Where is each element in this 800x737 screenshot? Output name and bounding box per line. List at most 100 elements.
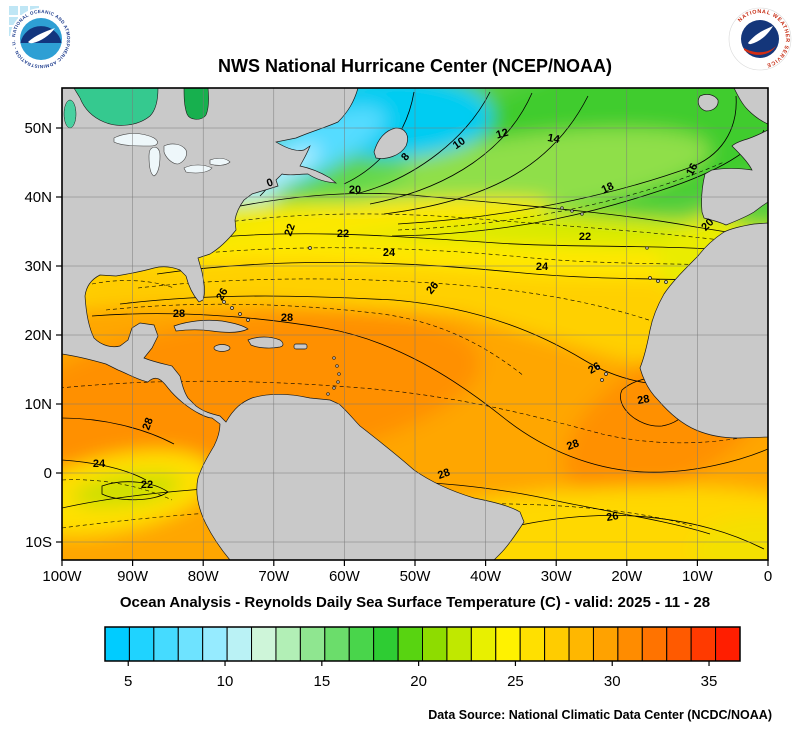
- colorbar: 5 10 15 20 25 30 35: [104, 626, 741, 690]
- colorbar-tick-label: 35: [701, 673, 718, 690]
- contour-label: 12: [495, 127, 510, 142]
- colorbar-segment: [470, 626, 497, 662]
- colorbar-segment: [104, 626, 130, 662]
- great-lakes: [113, 133, 231, 177]
- contour-label: 22: [579, 231, 591, 243]
- landmass-ireland: [697, 94, 719, 112]
- colorbar-segment: [299, 626, 326, 662]
- colorbar-segment: [568, 626, 594, 662]
- lat-label: 50N: [24, 120, 52, 137]
- lat-label: 10S: [25, 534, 52, 551]
- colorbar-segment: [544, 626, 570, 662]
- colorbar-tick-label: 25: [507, 673, 524, 690]
- landmass-hispaniola: [247, 336, 284, 349]
- nws-logo: NATIONAL WEATHER SERVICE: [728, 7, 792, 71]
- longitude-axis: 100W 90W 80W 70W 60W 50W 40W 30W 20W 10W 0: [42, 560, 772, 585]
- colorbar-segment: [348, 626, 375, 662]
- lake-winnipeg: [63, 99, 77, 129]
- lon-label: 20W: [611, 568, 643, 585]
- landmass-americas: [62, 88, 525, 560]
- colorbar-segment: [226, 626, 253, 662]
- colorbar-segment: [128, 626, 155, 662]
- colorbar-frame: [104, 626, 741, 662]
- colorbar-segment: [422, 626, 448, 662]
- contour-label: 18: [600, 180, 616, 196]
- lon-label: 30W: [541, 568, 573, 585]
- inland-water: [63, 88, 231, 177]
- colorbar-segment: [666, 626, 692, 662]
- lat-label: 10N: [24, 396, 52, 413]
- colorbar-segment: [592, 626, 619, 662]
- contour-label: 22: [141, 479, 153, 491]
- contour-label: 22: [337, 228, 349, 240]
- james-bay: [183, 88, 209, 120]
- lon-label: 100W: [42, 568, 82, 585]
- nws-bird-icon: [748, 26, 773, 45]
- colorbar-segment: [519, 626, 546, 662]
- lon-label: 10W: [682, 568, 714, 585]
- contour-label: 28: [173, 308, 185, 320]
- contour-label: 24: [536, 261, 549, 273]
- contour-label: 26: [586, 360, 603, 377]
- map-caption: Ocean Analysis - Reynolds Daily Sea Surf…: [120, 594, 710, 611]
- contour-label: 24: [383, 247, 396, 259]
- contour-label: 22: [282, 222, 297, 238]
- colorbar-tick-label: 5: [124, 673, 132, 690]
- noaa-bird-icon: [28, 28, 55, 44]
- nws-red-swoosh: [744, 46, 776, 55]
- noaa-logo: NATIONAL OCEANIC AND ATMOSPHERIC ADMINIS…: [9, 6, 72, 70]
- contour-label: 26: [214, 286, 231, 303]
- contour-label: 26: [605, 510, 619, 524]
- colorbar-segment: [324, 626, 350, 662]
- colorbar-segment: [177, 626, 204, 662]
- data-source-note: Data Source: National Climatic Data Cent…: [428, 708, 772, 722]
- lon-label: 90W: [117, 568, 149, 585]
- colorbar-segment: [715, 626, 741, 662]
- colorbar-segment: [641, 626, 668, 662]
- lat-label: 0: [44, 465, 52, 482]
- lon-label: 80W: [188, 568, 220, 585]
- landmass-puerto-rico: [293, 343, 308, 350]
- colorbar-segment: [446, 626, 472, 662]
- colorbar-tick-label: 30: [604, 673, 621, 690]
- lon-label: 70W: [258, 568, 290, 585]
- landmass-jamaica: [213, 344, 231, 352]
- colorbar-segment: [373, 626, 399, 662]
- contour-label: 28: [636, 393, 650, 407]
- contour-label: 10: [451, 135, 468, 152]
- contour-label: 28: [140, 416, 155, 432]
- colorbar-segment: [495, 626, 521, 662]
- lon-label: 0: [764, 568, 772, 585]
- hudson-bay: [73, 88, 159, 126]
- contour-label: 28: [436, 466, 452, 481]
- colorbar-segment: [251, 626, 277, 662]
- contour-lines: [62, 91, 768, 560]
- landmass-europe: [701, 129, 768, 226]
- colorbar-segment: [690, 626, 717, 662]
- lon-label: 40W: [470, 568, 502, 585]
- contour-label: 14: [546, 132, 561, 146]
- lon-label: 60W: [329, 568, 361, 585]
- contour-label: 20: [349, 184, 361, 196]
- landmass-africa: [639, 222, 768, 439]
- colorbar-tick-label: 10: [217, 673, 234, 690]
- colorbar-segment: [202, 626, 228, 662]
- colorbar-segment: [397, 626, 423, 662]
- contour-label: 28: [281, 312, 293, 324]
- colorbar-tick-label: 15: [313, 673, 330, 690]
- contour-label: 24: [93, 458, 106, 470]
- page-title: NWS National Hurricane Center (NCEP/NOAA…: [218, 56, 612, 76]
- lon-label: 50W: [400, 568, 432, 585]
- colorbar-segment: [617, 626, 643, 662]
- latitude-axis: 50N 40N 30N 20N 10N 0 10S: [24, 120, 62, 551]
- contour-label: 16: [684, 161, 700, 177]
- landmass-britain: [733, 88, 768, 125]
- lat-label: 30N: [24, 258, 52, 275]
- lat-label: 20N: [24, 327, 52, 344]
- landmass-newfoundland: [373, 127, 408, 159]
- landmass-cuba: [173, 319, 249, 333]
- colorbar-tick-label: 20: [410, 673, 427, 690]
- colorbar-segment: [153, 626, 179, 662]
